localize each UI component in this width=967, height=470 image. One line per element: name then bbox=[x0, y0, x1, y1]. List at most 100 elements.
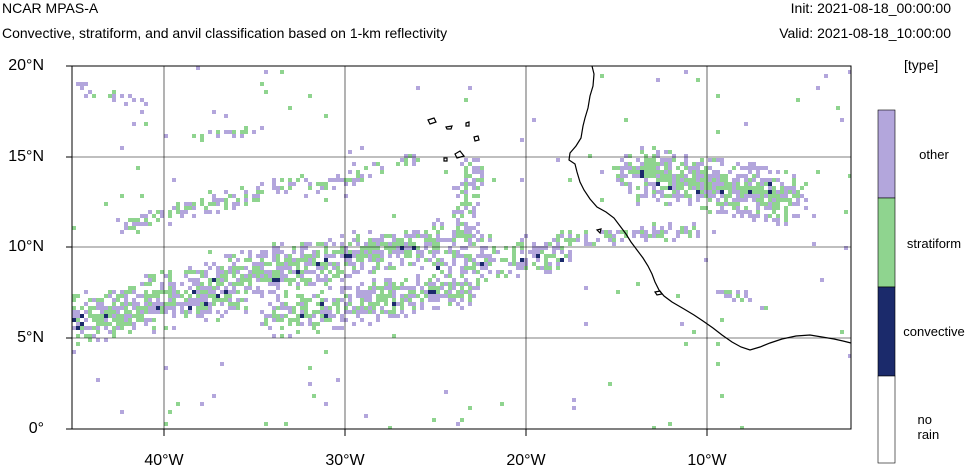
precip-pixel bbox=[468, 298, 472, 302]
precip-pixel bbox=[340, 286, 344, 290]
precip-pixel bbox=[744, 290, 748, 294]
precip-pixel bbox=[756, 194, 760, 198]
precip-pixel bbox=[292, 182, 296, 186]
precip-pixel bbox=[684, 230, 688, 234]
precip-pixel bbox=[136, 302, 140, 306]
precip-pixel bbox=[520, 138, 524, 142]
precip-pixel bbox=[444, 170, 448, 174]
precip-pixel bbox=[256, 190, 260, 194]
precip-pixel bbox=[76, 82, 80, 86]
precip-pixel bbox=[228, 294, 232, 298]
precip-pixel bbox=[104, 322, 108, 326]
precip-pixel bbox=[660, 174, 664, 178]
precip-pixel bbox=[420, 250, 424, 254]
precip-pixel bbox=[284, 266, 288, 270]
precip-pixel bbox=[432, 274, 436, 278]
precip-pixel bbox=[124, 314, 128, 318]
precip-pixel bbox=[388, 242, 392, 246]
precip-pixel bbox=[668, 194, 672, 198]
precip-pixel bbox=[260, 250, 264, 254]
precip-pixel bbox=[344, 258, 348, 262]
precip-pixel bbox=[100, 318, 104, 322]
precip-pixel bbox=[556, 266, 560, 270]
precip-pixel bbox=[116, 326, 120, 330]
precip-pixel bbox=[320, 186, 324, 190]
precip-pixel bbox=[492, 258, 496, 262]
precip-pixel bbox=[292, 262, 296, 266]
precip-pixel bbox=[776, 214, 780, 218]
precip-pixel bbox=[400, 302, 404, 306]
lon-label-10w: 10°W bbox=[687, 452, 727, 469]
precip-pixel bbox=[616, 290, 620, 294]
precip-pixel bbox=[168, 274, 172, 278]
precip-pixel bbox=[376, 298, 380, 302]
precip-pixel bbox=[276, 282, 280, 286]
precip-pixel bbox=[748, 190, 752, 194]
precip-pixel bbox=[192, 278, 196, 282]
precip-pixel bbox=[284, 258, 288, 262]
precip-pixel bbox=[188, 306, 192, 310]
precip-pixel bbox=[320, 242, 324, 246]
precip-pixel bbox=[256, 274, 260, 278]
precip-pixel bbox=[296, 330, 300, 334]
precip-pixel bbox=[436, 250, 440, 254]
precip-pixel bbox=[368, 174, 372, 178]
precip-pixel bbox=[712, 190, 716, 194]
precip-pixel bbox=[408, 286, 412, 290]
precip-pixel bbox=[120, 302, 124, 306]
precip-pixel bbox=[348, 286, 352, 290]
precip-pixel bbox=[308, 318, 312, 322]
precip-pixel bbox=[776, 170, 780, 174]
precip-pixel bbox=[464, 266, 468, 270]
precip-pixel bbox=[792, 214, 796, 218]
precip-pixel bbox=[96, 298, 100, 302]
precip-pixel bbox=[312, 322, 316, 326]
precip-pixel bbox=[460, 270, 464, 274]
precip-pixel bbox=[316, 302, 320, 306]
precip-pixel bbox=[672, 190, 676, 194]
precip-pixel bbox=[272, 182, 276, 186]
precip-pixel bbox=[324, 310, 328, 314]
precip-pixel bbox=[340, 326, 344, 330]
precip-pixel bbox=[192, 202, 196, 206]
precip-pixel bbox=[76, 310, 80, 314]
precip-pixel bbox=[160, 302, 164, 306]
precip-pixel bbox=[352, 250, 356, 254]
precip-pixel bbox=[532, 262, 536, 266]
precip-pixel bbox=[732, 298, 736, 302]
precip-pixel bbox=[220, 298, 224, 302]
precip-pixel bbox=[684, 226, 688, 230]
precip-pixel bbox=[108, 314, 112, 318]
precip-pixel bbox=[464, 282, 468, 286]
precip-pixel bbox=[200, 274, 204, 278]
precip-pixel bbox=[744, 210, 748, 214]
precip-pixel bbox=[796, 194, 800, 198]
precip-pixel bbox=[256, 278, 260, 282]
precip-pixel bbox=[636, 158, 640, 162]
precip-pixel bbox=[412, 242, 416, 246]
precip-pixel bbox=[756, 174, 760, 178]
precip-pixel bbox=[480, 182, 484, 186]
precip-pixel bbox=[236, 266, 240, 270]
precip-pixel bbox=[204, 206, 208, 210]
precip-pixel bbox=[544, 254, 548, 258]
precip-pixel bbox=[468, 294, 472, 298]
precip-pixel bbox=[720, 202, 724, 206]
precip-pixel bbox=[680, 174, 684, 178]
precip-pixel bbox=[344, 246, 348, 250]
precip-pixel bbox=[520, 238, 524, 242]
precip-pixel bbox=[468, 162, 472, 166]
precip-pixel bbox=[360, 302, 364, 306]
precip-pixel bbox=[488, 238, 492, 242]
precip-pixel bbox=[684, 162, 688, 166]
precip-pixel bbox=[364, 166, 368, 170]
precip-pixel bbox=[776, 198, 780, 202]
precip-pixel bbox=[136, 306, 140, 310]
colorbar-label-no-rain: no rain bbox=[917, 412, 940, 442]
precip-pixel bbox=[212, 298, 216, 302]
precip-pixel bbox=[244, 130, 248, 134]
precip-pixel bbox=[624, 154, 628, 158]
precip-pixel bbox=[312, 326, 316, 330]
precip-pixel bbox=[648, 162, 652, 166]
precip-pixel bbox=[200, 298, 204, 302]
